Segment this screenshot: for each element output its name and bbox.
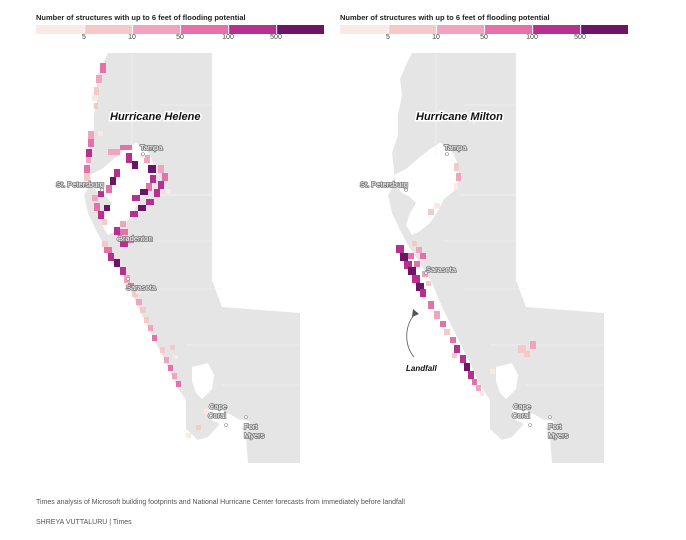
svg-text:Coral: Coral [208,411,226,420]
city-fort-myers: Fort Myers [243,415,265,441]
svg-text:St. Petersburg: St. Petersburg [360,180,408,189]
helene-map: Tampa St. Petersburg Bradenton Sarasota … [36,45,336,485]
svg-text:Myers: Myers [244,431,265,440]
legend-swatch-2 [388,25,436,34]
legend-swatch-6 [276,25,324,34]
city-st-petersburg: St. Petersburg [55,179,105,192]
milton-map: Landfall Tampa St. Petersburg Sarasota C… [340,45,640,485]
legend-swatch-4 [484,25,532,34]
legend-swatch-6 [580,25,628,34]
legend-ticks: 5 10 50 100 500 [36,25,324,46]
svg-text:Sarasota: Sarasota [126,283,157,292]
tampa-bay-water [90,143,156,235]
legend-tick: 500 [574,25,586,41]
legend-tick: 100 [222,25,234,41]
helene-map-svg: Tampa St. Petersburg Bradenton Sarasota … [55,53,300,463]
legend-swatch-5 [228,25,276,34]
svg-text:Myers: Myers [548,431,569,440]
charlotte-harbor-water [192,363,214,399]
legend-tick: 10 [128,25,136,41]
legend-swatch-3 [132,25,180,34]
legend-swatch-5 [532,25,580,34]
city-cape-coral: Cape Coral [511,401,532,427]
storm-title: Hurricane Milton [416,111,503,123]
charlotte-harbor-water [496,363,518,399]
landfall-label: Landfall [406,364,437,373]
svg-text:Fort: Fort [244,422,258,431]
city-cape-coral: Cape Coral [207,401,228,427]
svg-text:Sarasota: Sarasota [426,265,457,274]
legend-tick: 500 [270,25,282,41]
legend-swatch-3 [436,25,484,34]
legend-swatch-4 [180,25,228,34]
legend-title: Number of structures with up to 6 feet o… [36,13,246,22]
svg-text:Cape: Cape [513,402,531,411]
svg-text:Bradenton: Bradenton [118,234,153,243]
svg-text:Cape: Cape [209,402,227,411]
legend-swatch-1 [340,25,388,34]
helene-panel: Number of structures with up to 6 feet o… [36,0,336,490]
tampa-bay-water [394,143,460,235]
milton-panel: Number of structures with up to 6 feet o… [340,0,640,490]
city-tampa: Tampa [443,142,468,156]
legend-tick: 5 [386,25,390,41]
storm-title: Hurricane Helene [110,111,200,123]
legend-tick: 100 [526,25,538,41]
flood-hexes [396,163,536,396]
city-bradenton: Bradenton [116,233,153,244]
legend-swatch-1 [36,25,84,34]
source-note: Times analysis of Microsoft building foo… [36,499,405,506]
caloosahatchee-water [512,407,554,429]
legend-swatch-2 [84,25,132,34]
svg-text:St. Petersburg: St. Petersburg [56,180,104,189]
caloosahatchee-water [208,407,250,429]
legend-tick: 5 [82,25,86,41]
landfall-annotation: Landfall [406,309,437,373]
legend-tick: 50 [176,25,184,41]
credit-line: SHREYA VUTTALURU | Times [36,519,132,526]
county-lines [131,53,300,386]
legend-tick: 10 [432,25,440,41]
flood-hexes [84,63,218,438]
city-sarasota: Sarasota [424,264,458,275]
milton-map-svg: Landfall Tampa St. Petersburg Sarasota C… [359,53,604,463]
legend-color-bar [36,25,324,34]
svg-text:Coral: Coral [512,411,530,420]
svg-text:Tampa: Tampa [140,143,163,152]
city-fort-myers: Fort Myers [547,415,569,441]
city-st-petersburg: St. Petersburg [359,179,409,192]
legend-tick: 50 [480,25,488,41]
svg-text:Fort: Fort [548,422,562,431]
legend-title: Number of structures with up to 6 feet o… [340,13,550,22]
svg-text:Tampa: Tampa [444,143,467,152]
county-lines [435,53,604,386]
legend-color-bar [340,25,628,34]
legend-ticks: 5 10 50 100 500 [340,25,628,46]
city-sarasota: Sarasota [125,277,158,293]
city-tampa: Tampa [139,142,164,156]
